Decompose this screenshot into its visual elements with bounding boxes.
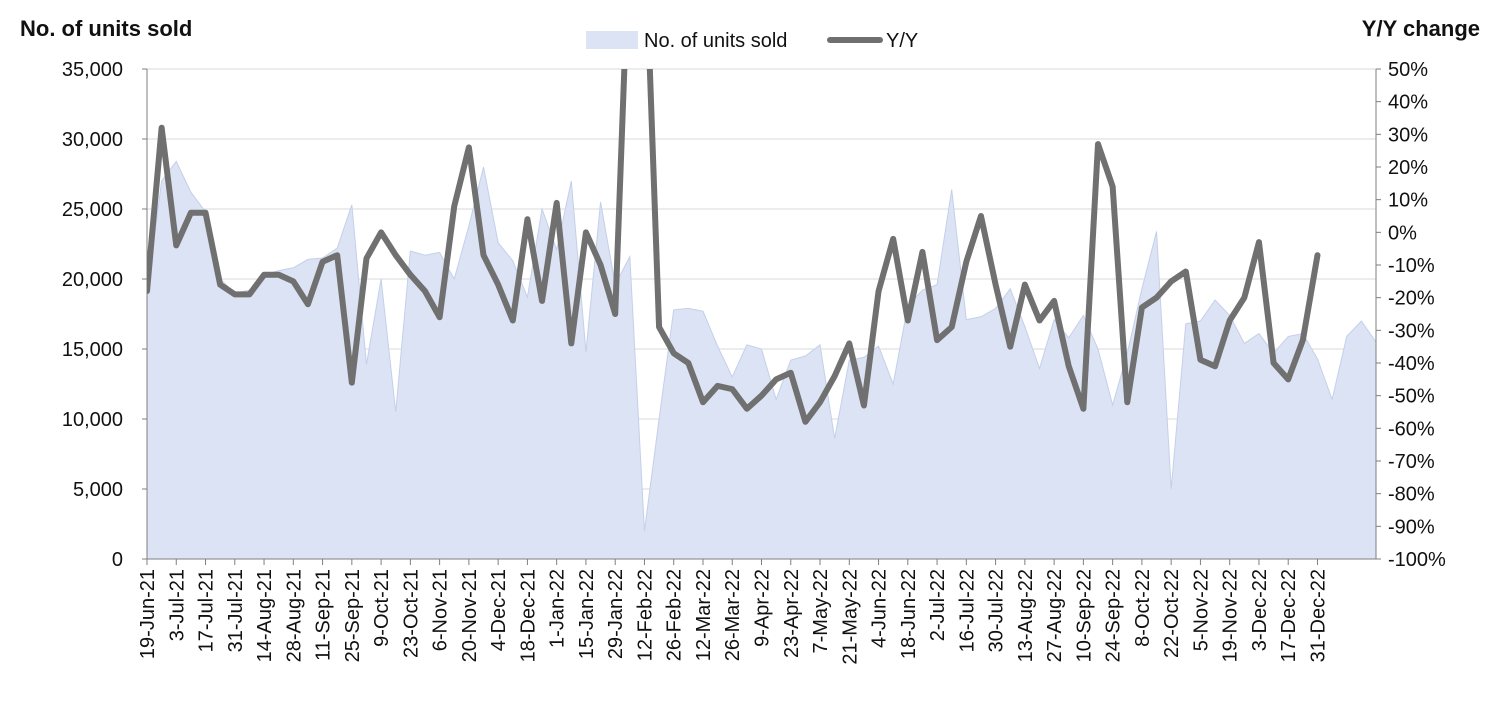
legend-swatch-area (586, 31, 638, 49)
right-tick-label: -30% (1388, 320, 1435, 342)
right-axis-title: Y/Y change (1362, 16, 1480, 41)
x-tick-label: 29-Jan-22 (605, 569, 627, 659)
units-sold-area (146, 160, 1377, 560)
x-tick-label: 9-Oct-21 (371, 569, 393, 647)
right-tick-label: -70% (1388, 451, 1435, 473)
legend-label-line: Y/Y (886, 30, 918, 52)
x-tick-label: 6-Nov-21 (430, 569, 452, 651)
x-tick-label: 3-Jul-21 (166, 569, 188, 641)
left-tick-label: 30,000 (62, 129, 123, 151)
x-tick-label: 17-Jul-21 (196, 569, 218, 652)
right-tick-label: -10% (1388, 255, 1435, 277)
x-tick-label: 5-Nov-22 (1190, 569, 1212, 651)
x-tick-label: 19-Jun-21 (137, 569, 159, 659)
x-tick-label: 8-Oct-22 (1132, 569, 1154, 647)
legend: No. of units sold Y/Y (586, 30, 918, 52)
x-tick-label: 25-Sep-21 (342, 569, 364, 662)
x-tick-label: 11-Sep-21 (313, 569, 335, 661)
x-tick-label: 23-Oct-21 (400, 569, 422, 658)
x-tick-label: 27-Aug-22 (1044, 569, 1066, 662)
x-tick-label: 14-Aug-21 (254, 569, 276, 662)
x-tick-label: 4-Jun-22 (869, 569, 891, 648)
x-tick-label: 12-Mar-22 (693, 569, 715, 661)
x-tick-label: 19-Nov-22 (1220, 569, 1242, 662)
right-axis-tick-labels: -100% -90% -80% -70% -60% -50% -40% -30% -20% -10… (1388, 59, 1446, 571)
left-tick-label: 20,000 (62, 269, 123, 291)
right-tick-label: -90% (1388, 516, 1435, 538)
right-tick-label: -50% (1388, 386, 1435, 408)
yy-line-series (147, 69, 1321, 425)
right-tick-label: 30% (1388, 124, 1428, 146)
x-tick-label: 7-May-22 (810, 569, 832, 653)
x-tick-label: 17-Dec-22 (1278, 569, 1300, 662)
right-tick-label: -60% (1388, 418, 1435, 440)
right-tick-label: -100% (1388, 549, 1446, 571)
x-tick-label: 22-Oct-22 (1161, 569, 1183, 658)
right-tick-label: 20% (1388, 157, 1428, 179)
left-tick-label: 35,000 (62, 59, 123, 81)
x-tick-label: 9-Apr-22 (752, 569, 774, 647)
axes (142, 68, 1381, 565)
x-tick-label: 16-Jul-22 (956, 569, 978, 652)
left-tick-label: 5,000 (73, 479, 123, 501)
x-tick-label: 18-Jun-22 (898, 569, 920, 659)
x-tick-label: 4-Dec-21 (488, 569, 510, 651)
x-tick-label: 28-Aug-21 (283, 569, 305, 662)
x-tick-label: 31-Dec-22 (1307, 569, 1329, 662)
x-tick-label: 1-Jan-22 (547, 569, 569, 648)
x-tick-label: 18-Dec-21 (517, 569, 539, 662)
right-tick-label: -20% (1388, 288, 1435, 310)
left-tick-label: 15,000 (62, 339, 123, 361)
right-tick-label: 10% (1388, 190, 1428, 212)
left-axis-title: No. of units sold (20, 16, 192, 41)
left-tick-label: 10,000 (62, 409, 123, 431)
units-sold-area-series (146, 160, 1377, 560)
x-tick-label: 26-Feb-22 (664, 569, 686, 661)
right-tick-label: 0% (1388, 222, 1417, 244)
x-tick-label: 21-May-22 (839, 569, 861, 665)
x-tick-label: 20-Nov-21 (459, 569, 481, 662)
x-tick-label: 26-Mar-22 (722, 569, 744, 661)
x-tick-label: 23-Apr-22 (781, 569, 803, 658)
x-tick-label: 24-Sep-22 (1103, 569, 1125, 662)
x-tick-label: 15-Jan-22 (576, 569, 598, 659)
legend-label-area: No. of units sold (644, 30, 787, 52)
x-tick-label: 31-Jul-21 (225, 569, 247, 652)
left-tick-label: 0 (112, 549, 123, 571)
right-tick-label: 50% (1388, 59, 1428, 81)
left-tick-label: 25,000 (62, 199, 123, 221)
x-tick-label: 10-Sep-22 (1073, 569, 1095, 662)
x-tick-label: 2-Jul-22 (927, 569, 949, 641)
left-axis-tick-labels: 0 5,000 10,000 15,000 20,000 25,000 30,000 35,0… (62, 59, 123, 571)
right-tick-label: -80% (1388, 484, 1435, 506)
x-axis-tick-labels: 19-Jun-21 3-Jul-21 17-Jul-21 31-Jul-21 14-Au… (137, 569, 1329, 665)
right-tick-label: -40% (1388, 353, 1435, 375)
x-tick-label: 3-Dec-22 (1249, 569, 1271, 651)
x-tick-label: 13-Aug-22 (1015, 569, 1037, 662)
x-tick-label: 12-Feb-22 (634, 569, 656, 661)
right-tick-label: 40% (1388, 92, 1428, 114)
yy-line (147, 69, 1321, 425)
x-tick-label: 30-Jul-22 (986, 569, 1008, 652)
